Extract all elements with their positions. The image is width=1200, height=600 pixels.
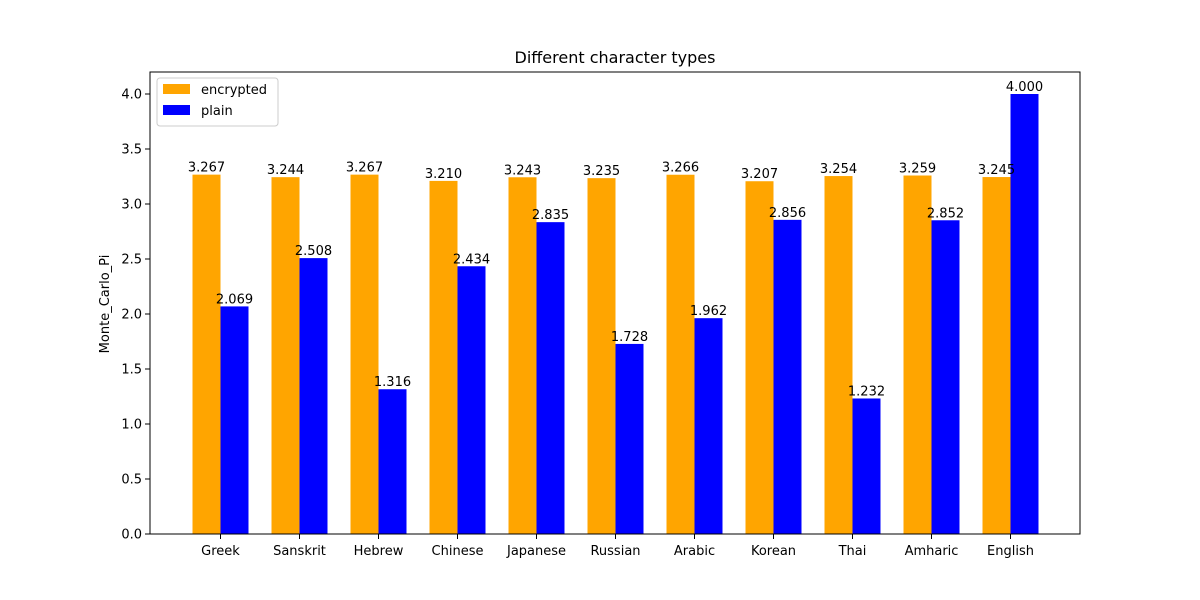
value-labels-group: 3.267 3.244 3.267 3.210 3.243 3.235 3.266 3.207… (188, 80, 1043, 399)
value-label-plain-amharic: 2.852 (927, 206, 964, 221)
x-tick-label-korean: Korean (751, 544, 796, 559)
bar-plain-amharic (931, 220, 960, 534)
bar-encrypted-chinese (429, 180, 458, 534)
x-tick-label-greek: Greek (201, 544, 240, 559)
y-tick-label: 2.5 (121, 253, 142, 268)
value-label-plain-english: 4.000 (1006, 80, 1043, 95)
x-tick-label-english: English (987, 544, 1034, 559)
x-tick-label-arabic: Arabic (674, 544, 715, 559)
value-label-encrypted-russian: 3.235 (583, 164, 620, 179)
legend: encrypted plain (156, 77, 279, 127)
x-tick-label-russian: Russian (590, 544, 640, 559)
bar-plain-korean (773, 219, 802, 534)
x-tick-label-japanese: Japanese (506, 544, 566, 559)
value-label-encrypted-chinese: 3.210 (425, 167, 462, 182)
y-tick-label: 1.0 (121, 418, 142, 433)
bar-encrypted-hebrew (350, 174, 379, 534)
bar-encrypted-arabic (666, 174, 695, 535)
bar-encrypted-thai (824, 176, 853, 534)
bar-plain-chinese (457, 266, 486, 534)
bar-plain-sanskrit (299, 258, 328, 534)
value-label-plain-hebrew: 1.316 (374, 375, 411, 390)
value-label-encrypted-arabic: 3.266 (662, 161, 699, 176)
legend-swatch-encrypted (163, 84, 190, 94)
y-tick-label: 3.0 (121, 198, 142, 213)
value-label-encrypted-korean: 3.207 (741, 167, 778, 182)
value-label-encrypted-english: 3.245 (978, 163, 1015, 178)
legend-label-encrypted: encrypted (201, 83, 267, 98)
bar-encrypted-sanskrit (271, 177, 300, 534)
x-tick-label-hebrew: Hebrew (354, 544, 404, 559)
value-label-plain-thai: 1.232 (848, 384, 885, 399)
bar-encrypted-amharic (903, 175, 932, 534)
bar-plain-arabic (694, 318, 723, 534)
plot-frame (149, 71, 1081, 535)
value-label-encrypted-japanese: 3.243 (504, 163, 541, 178)
bar-encrypted-korean (745, 181, 774, 535)
value-label-plain-sanskrit: 2.508 (295, 244, 332, 259)
x-axis: Greek Sanskrit Hebrew Chinese Japanese Russia… (201, 534, 1034, 559)
value-label-plain-arabic: 1.962 (690, 304, 727, 319)
bar-plain-hebrew (378, 389, 407, 534)
value-label-plain-greek: 2.069 (216, 292, 253, 307)
value-label-encrypted-thai: 3.254 (820, 162, 857, 177)
y-tick-label: 1.5 (121, 363, 142, 378)
y-axis: 0.0 0.5 1.0 1.5 2.0 2.5 3.0 3.5 4.0 (121, 88, 150, 543)
y-tick-label: 0.5 (121, 473, 142, 488)
bar-encrypted-greek (192, 174, 221, 534)
bars-group (192, 94, 1039, 535)
bar-plain-english (1010, 94, 1039, 534)
legend-swatch-plain (163, 105, 190, 115)
y-tick-label: 4.0 (121, 88, 142, 103)
y-tick-label: 2.0 (121, 308, 142, 323)
value-label-encrypted-amharic: 3.259 (899, 162, 936, 177)
x-tick-label-amharic: Amharic (905, 544, 959, 559)
x-tick-label-chinese: Chinese (432, 544, 484, 559)
value-label-plain-chinese: 2.434 (453, 252, 490, 267)
x-tick-label-sanskrit: Sanskrit (273, 544, 326, 559)
bar-plain-japanese (536, 222, 565, 534)
bar-encrypted-japanese (508, 177, 537, 534)
bar-plain-thai (852, 398, 881, 534)
value-label-encrypted-sanskrit: 3.244 (267, 163, 304, 178)
y-tick-label: 0.0 (121, 528, 142, 543)
value-label-plain-russian: 1.728 (611, 330, 648, 345)
legend-label-plain: plain (201, 104, 233, 119)
bar-encrypted-russian (587, 178, 616, 534)
y-axis-label: Monte_Carlo_Pi (98, 255, 113, 354)
bar-encrypted-english (982, 177, 1011, 535)
value-label-encrypted-hebrew: 3.267 (346, 161, 383, 176)
x-tick-label-thai: Thai (838, 544, 867, 559)
value-label-plain-korean: 2.856 (769, 206, 806, 221)
value-label-plain-japanese: 2.835 (532, 208, 569, 223)
bar-plain-russian (615, 343, 644, 534)
value-label-encrypted-greek: 3.267 (188, 161, 225, 176)
bar-plain-greek (220, 306, 249, 534)
y-tick-label: 3.5 (121, 143, 142, 158)
chart-title: Different character types (515, 48, 716, 67)
